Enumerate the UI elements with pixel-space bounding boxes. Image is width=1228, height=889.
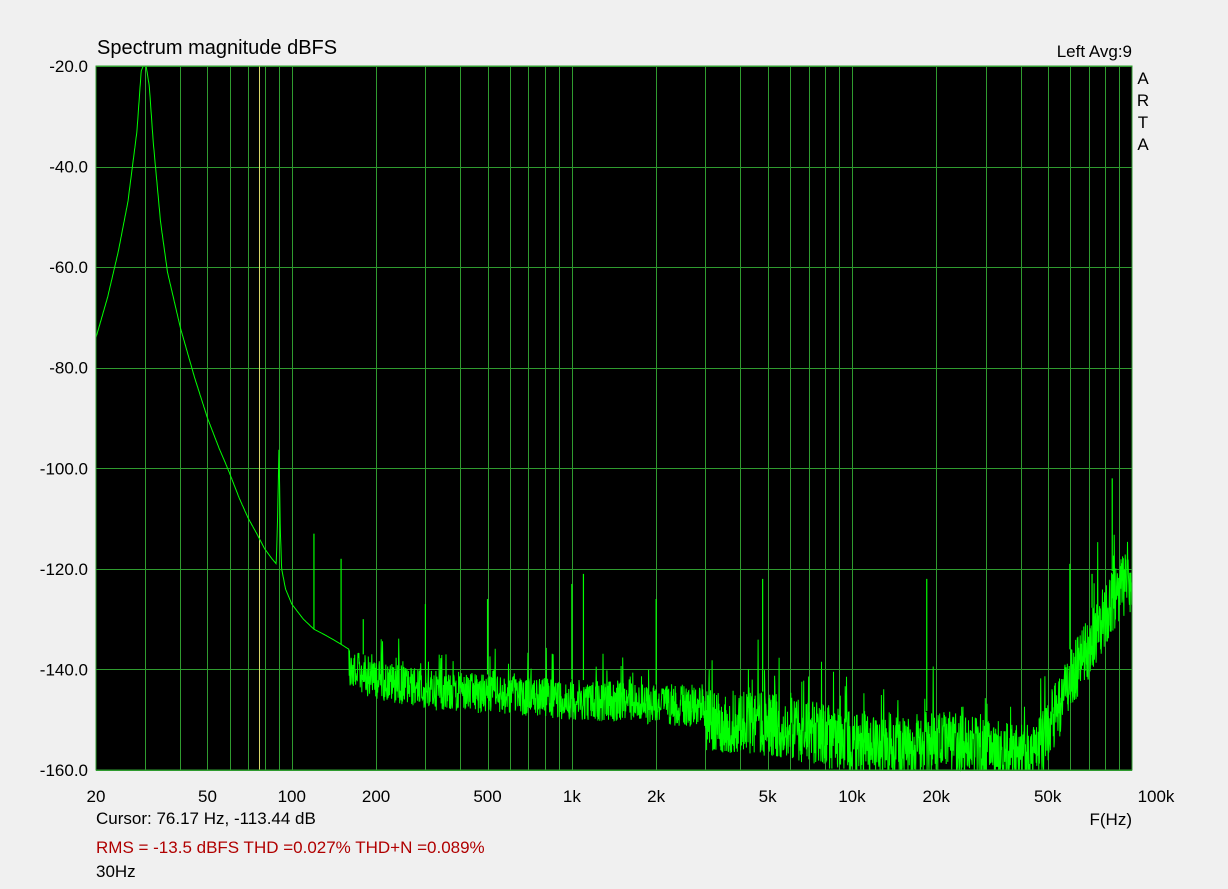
x-tick-label: 5k	[759, 787, 777, 806]
channel-avg-label: Left Avg:9	[1057, 42, 1132, 61]
x-tick-label: 100	[278, 787, 306, 806]
chart-title: Spectrum magnitude dBFS	[97, 37, 337, 59]
y-tick-label: -140.0	[40, 660, 88, 679]
x-tick-label: 50	[198, 787, 217, 806]
arta-letter: A	[1137, 135, 1149, 154]
x-tick-label: 10k	[838, 787, 866, 806]
arta-letter: R	[1137, 91, 1149, 110]
x-tick-label: 2k	[647, 787, 665, 806]
x-axis-title: F(Hz)	[1090, 810, 1132, 829]
x-tick-label: 100k	[1138, 787, 1175, 806]
y-tick-label: -60.0	[49, 258, 88, 277]
spectrum-trace	[95, 65, 1133, 772]
x-tick-label: 20k	[923, 787, 951, 806]
x-tick-label: 500	[473, 787, 501, 806]
x-tick-label: 200	[362, 787, 390, 806]
y-tick-label: -20.0	[49, 57, 88, 76]
y-tick-label: -40.0	[49, 158, 88, 177]
spectrum-line	[95, 65, 1133, 772]
y-tick-label: -100.0	[40, 459, 88, 478]
generator-frequency-readout: 30Hz	[96, 862, 136, 881]
arta-letter: A	[1137, 69, 1149, 88]
measurement-readout: RMS = -13.5 dBFS THD =0.027% THD+N =0.08…	[96, 838, 485, 857]
plot-area[interactable]	[96, 66, 1132, 770]
vertical-grid-lines	[145, 66, 1120, 770]
y-tick-label: -80.0	[49, 359, 88, 378]
y-tick-label: -160.0	[40, 761, 88, 780]
arta-letter: T	[1138, 113, 1148, 132]
x-axis-tick-labels: 20 50 100 200 500 1k 2k 5k 10k 20k 50k 100k	[87, 787, 1175, 806]
plot-frame	[95, 65, 1133, 771]
y-axis-tick-labels: -20.0 -40.0 -60.0 -80.0 -100.0 -120.0 -140.0 -1…	[40, 57, 88, 780]
cursor-readout: Cursor: 76.17 Hz, -113.44 dB	[96, 809, 316, 828]
x-tick-label: 1k	[563, 787, 581, 806]
x-tick-label: 50k	[1034, 787, 1062, 806]
x-tick-label: 20	[87, 787, 106, 806]
y-tick-label: -120.0	[40, 560, 88, 579]
